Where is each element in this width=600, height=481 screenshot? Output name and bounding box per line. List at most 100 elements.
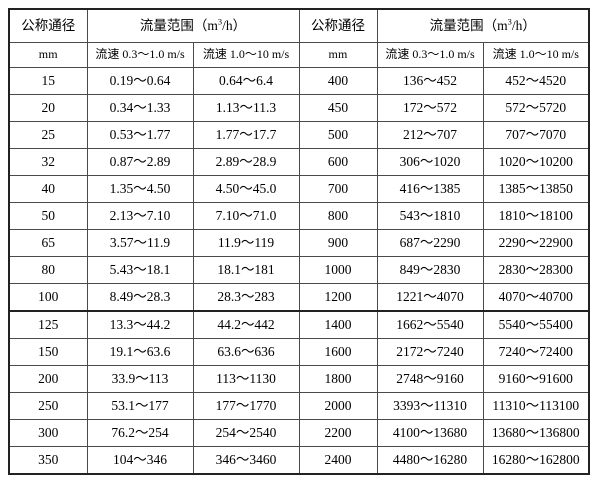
cell-flow-low: 2.13～7.10 <box>86 202 194 230</box>
cell-nominal-diameter: 100 <box>8 283 88 312</box>
cell-flow-low: 0.34～1.33 <box>86 94 194 122</box>
table-row: 80 5.43～18.1 18.1～181 1000 849～2830 2830～2830… <box>8 256 590 284</box>
header-velocity-low-right: 流速 0.3～1.0 m/s <box>376 42 484 68</box>
cell-flow-low: 2172～7240 <box>376 338 484 366</box>
cell-flow-low: 104～346 <box>86 446 194 475</box>
cell-flow-high: 7240～72400 <box>482 338 590 366</box>
table-row: 250 53.1～177 177～1770 2000 3393～11310 11310～1… <box>8 392 590 420</box>
cell-flow-low: 13.3～44.2 <box>86 310 194 339</box>
cell-flow-low: 0.53～1.77 <box>86 121 194 149</box>
cell-flow-low: 53.1～177 <box>86 392 194 420</box>
cell-nominal-diameter: 350 <box>8 446 88 475</box>
cell-nominal-diameter: 125 <box>8 310 88 339</box>
cell-flow-low: 687～2290 <box>376 229 484 257</box>
header-row-secondary: mm 流速 0.3～1.0 m/s 流速 1.0～10 m/s mm 流速 0.3～1.… <box>8 42 590 68</box>
table-row: 125 13.3～44.2 44.2～442 1400 1662～5540 5540～55… <box>8 310 590 339</box>
table-row: 150 19.1～63.6 63.6～636 1600 2172～7240 7240～72… <box>8 338 590 366</box>
cell-nominal-diameter: 32 <box>8 148 88 176</box>
cell-nominal-diameter: 800 <box>298 202 378 230</box>
cell-flow-low: 8.49～28.3 <box>86 283 194 312</box>
table-row: 40 1.35～4.50 4.50～45.0 700 416～1385 1385～1385… <box>8 175 590 203</box>
cell-flow-low: 4100～13680 <box>376 419 484 447</box>
cell-nominal-diameter: 150 <box>8 338 88 366</box>
cell-nominal-diameter: 250 <box>8 392 88 420</box>
cell-nominal-diameter: 300 <box>8 419 88 447</box>
cell-flow-low: 1662～5540 <box>376 310 484 339</box>
table-row: 15 0.19～0.64 0.64～6.4 400 136～452 452～4520 <box>8 67 590 95</box>
cell-flow-high: 28.3～283 <box>192 283 300 312</box>
cell-nominal-diameter: 1000 <box>298 256 378 284</box>
cell-nominal-diameter: 200 <box>8 365 88 393</box>
cell-flow-low: 33.9～113 <box>86 365 194 393</box>
cell-flow-high: 1385～13850 <box>482 175 590 203</box>
cell-flow-high: 113～1130 <box>192 365 300 393</box>
cell-flow-high: 16280～162800 <box>482 446 590 475</box>
cell-flow-low: 212～707 <box>376 121 484 149</box>
cell-flow-high: 9160～91600 <box>482 365 590 393</box>
table-row: 300 76.2～254 254～2540 2200 4100～13680 13680～1… <box>8 419 590 447</box>
table-sheet: 公称通径 流量范围（m3/h） 公称通径 流量范围（m3/h） mm 流速 0.3～1.0… <box>8 8 590 475</box>
cell-flow-low: 136～452 <box>376 67 484 95</box>
cell-flow-low: 172～572 <box>376 94 484 122</box>
cell-nominal-diameter: 50 <box>8 202 88 230</box>
cell-nominal-diameter: 900 <box>298 229 378 257</box>
cell-flow-high: 346～3460 <box>192 446 300 475</box>
table-row: 32 0.87～2.89 2.89～28.9 600 306～1020 1020～1020… <box>8 148 590 176</box>
cell-flow-high: 2290～22900 <box>482 229 590 257</box>
cell-nominal-diameter: 2000 <box>298 392 378 420</box>
header-flow-range-right: 流量范围（m3/h） <box>376 8 590 43</box>
cell-flow-high: 11310～113100 <box>482 392 590 420</box>
cell-flow-high: 4070～40700 <box>482 283 590 312</box>
cell-flow-low: 76.2～254 <box>86 419 194 447</box>
header-velocity-high-left: 流速 1.0～10 m/s <box>192 42 300 68</box>
cell-flow-low: 1221～4070 <box>376 283 484 312</box>
cell-flow-high: 7.10～71.0 <box>192 202 300 230</box>
table-row: 200 33.9～113 113～1130 1800 2748～9160 9160～916… <box>8 365 590 393</box>
cell-flow-high: 18.1～181 <box>192 256 300 284</box>
cell-nominal-diameter: 25 <box>8 121 88 149</box>
cell-nominal-diameter: 65 <box>8 229 88 257</box>
cell-nominal-diameter: 1200 <box>298 283 378 312</box>
cell-nominal-diameter: 700 <box>298 175 378 203</box>
cell-flow-low: 416～1385 <box>376 175 484 203</box>
cell-flow-low: 1.35～4.50 <box>86 175 194 203</box>
cell-nominal-diameter: 2400 <box>298 446 378 475</box>
cell-flow-high: 13680～136800 <box>482 419 590 447</box>
table-row: 65 3.57～11.9 11.9～119 900 687～2290 2290～22900 <box>8 229 590 257</box>
cell-nominal-diameter: 15 <box>8 67 88 95</box>
cubic-exponent: 3 <box>217 17 223 27</box>
cell-flow-high: 63.6～636 <box>192 338 300 366</box>
cell-flow-low: 3.57～11.9 <box>86 229 194 257</box>
cell-nominal-diameter: 1400 <box>298 310 378 339</box>
cell-nominal-diameter: 80 <box>8 256 88 284</box>
cell-flow-low: 3393～11310 <box>376 392 484 420</box>
cell-flow-low: 543～1810 <box>376 202 484 230</box>
cell-flow-high: 44.2～442 <box>192 310 300 339</box>
header-nominal-diameter-right: 公称通径 <box>298 8 378 43</box>
cell-nominal-diameter: 1800 <box>298 365 378 393</box>
table-row: 20 0.34～1.33 1.13～11.3 450 172～572 572～5720 <box>8 94 590 122</box>
cell-flow-high: 1810～18100 <box>482 202 590 230</box>
header-velocity-low-left: 流速 0.3～1.0 m/s <box>86 42 194 68</box>
cell-nominal-diameter: 20 <box>8 94 88 122</box>
table-row: 25 0.53～1.77 1.77～17.7 500 212～707 707～7070 <box>8 121 590 149</box>
cell-flow-high: 2830～28300 <box>482 256 590 284</box>
header-unit-mm-right: mm <box>298 42 378 68</box>
cell-nominal-diameter: 2200 <box>298 419 378 447</box>
header-flow-range-left: 流量范围（m3/h） <box>86 8 300 43</box>
cell-flow-high: 2.89～28.9 <box>192 148 300 176</box>
cell-flow-low: 306～1020 <box>376 148 484 176</box>
header-row-primary: 公称通径 流量范围（m3/h） 公称通径 流量范围（m3/h） <box>8 8 590 43</box>
flow-rate-table: 公称通径 流量范围（m3/h） 公称通径 流量范围（m3/h） mm 流速 0.3～1.0… <box>8 8 590 475</box>
cell-flow-low: 4480～16280 <box>376 446 484 475</box>
header-velocity-high-right: 流速 1.0～10 m/s <box>482 42 590 68</box>
cell-flow-low: 0.19～0.64 <box>86 67 194 95</box>
cell-nominal-diameter: 40 <box>8 175 88 203</box>
table-row: 350 104～346 346～3460 2400 4480～16280 16280～16… <box>8 446 590 475</box>
table-row: 100 8.49～28.3 28.3～283 1200 1221～4070 4070～40… <box>8 283 590 312</box>
cell-flow-low: 849～2830 <box>376 256 484 284</box>
header-unit-mm-left: mm <box>8 42 88 68</box>
header-nominal-diameter-left: 公称通径 <box>8 8 88 43</box>
cell-flow-high: 4.50～45.0 <box>192 175 300 203</box>
cell-flow-high: 5540～55400 <box>482 310 590 339</box>
